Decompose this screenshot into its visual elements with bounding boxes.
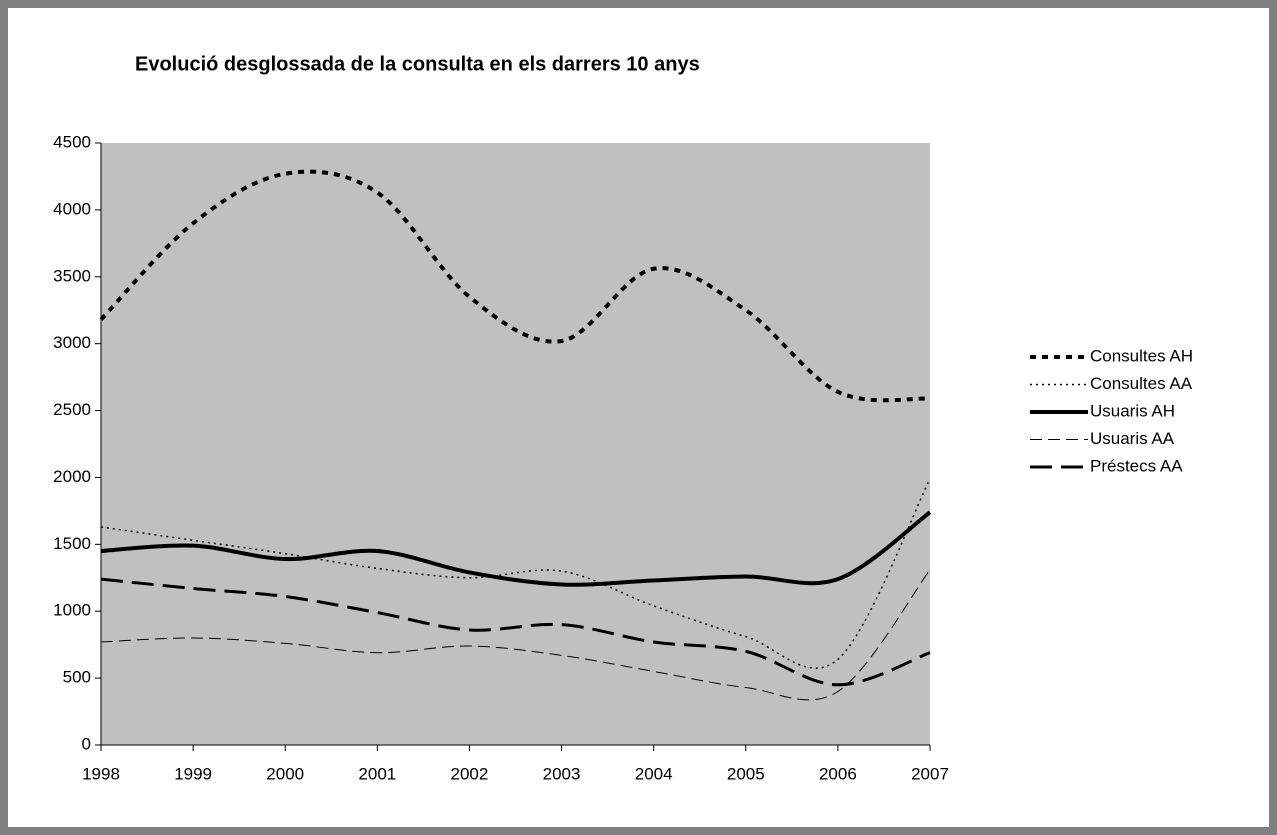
legend-label: Consultes AH <box>1090 346 1193 365</box>
series-line <box>100 569 931 701</box>
y-tick-label: 2000 <box>53 467 91 486</box>
y-tick-label: 1000 <box>53 601 91 620</box>
chart-title: Evolució desglossada de la consulta en e… <box>135 53 700 75</box>
plot-area <box>101 143 930 745</box>
legend-label: Usuaris AA <box>1090 429 1175 448</box>
y-tick-label: 3500 <box>53 266 91 285</box>
x-tick-label: 2004 <box>635 764 673 783</box>
x-tick-label: 2002 <box>451 764 489 783</box>
x-tick-label: 2005 <box>727 764 765 783</box>
legend-label: Préstecs AA <box>1090 456 1183 475</box>
legend-label: Usuaris AH <box>1090 401 1175 420</box>
legend-label: Consultes AA <box>1090 374 1193 393</box>
series-line <box>100 478 931 669</box>
y-tick-label: 0 <box>82 734 91 753</box>
y-tick-label: 500 <box>63 668 91 687</box>
y-tick-label: 3000 <box>53 333 91 352</box>
y-tick-label: 2500 <box>53 400 91 419</box>
x-tick-label: 1999 <box>174 764 212 783</box>
x-tick-label: 2006 <box>819 764 857 783</box>
x-tick-label: 1998 <box>82 764 120 783</box>
y-tick-label: 4000 <box>53 199 91 218</box>
series-line <box>99 169 931 403</box>
y-tick-label: 4500 <box>53 132 91 151</box>
series-line <box>100 577 931 687</box>
y-tick-label: 1500 <box>53 534 91 553</box>
x-tick-label: 2000 <box>266 764 304 783</box>
x-tick-label: 2007 <box>911 764 949 783</box>
series-line <box>100 510 932 587</box>
x-tick-label: 2001 <box>358 764 396 783</box>
x-tick-label: 2003 <box>543 764 581 783</box>
